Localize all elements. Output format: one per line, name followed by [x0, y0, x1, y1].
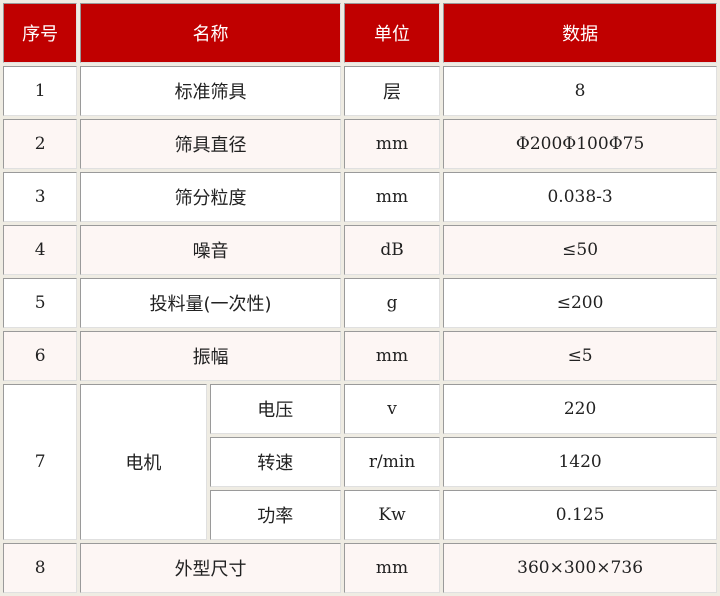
- cell-no: 7: [3, 384, 78, 540]
- table-row: 4 噪音 dB ≤50: [3, 225, 717, 275]
- cell-subname: 功率: [209, 490, 341, 540]
- cell-value: 0.038-3: [443, 172, 717, 222]
- header-name: 名称: [80, 3, 341, 63]
- table-row-motor: 7 电机 电压 v 220: [3, 384, 717, 540]
- table-row: 5 投料量(一次性) g ≤200: [3, 278, 717, 328]
- cell-unit: dB: [343, 225, 441, 275]
- cell-name: 振幅: [80, 331, 341, 381]
- table-row-motor: 转速 r/min 1420: [3, 437, 717, 487]
- cell-no: 2: [3, 119, 78, 169]
- cell-unit: mm: [343, 172, 441, 222]
- cell-name: 筛具直径: [80, 119, 341, 169]
- cell-unit: mm: [343, 119, 441, 169]
- cell-unit: mm: [343, 331, 441, 381]
- cell-value: Φ200Φ100Φ75: [443, 119, 717, 169]
- cell-subname: 转速: [209, 437, 341, 487]
- cell-value: 220: [443, 384, 717, 434]
- cell-value: ≤200: [443, 278, 717, 328]
- table-row: 3 筛分粒度 mm 0.038-3: [3, 172, 717, 222]
- table-row: 1 标准筛具 层 8: [3, 66, 717, 116]
- cell-name: 噪音: [80, 225, 341, 275]
- header-row: 序号 名称 单位 数据: [3, 3, 717, 63]
- header-unit: 单位: [343, 3, 441, 63]
- cell-no: 1: [3, 66, 78, 116]
- cell-no: 8: [3, 543, 78, 593]
- table-row-motor: 功率 Kw 0.125: [3, 490, 717, 540]
- cell-name: 电机: [80, 384, 207, 540]
- cell-value: 8: [443, 66, 717, 116]
- cell-name: 标准筛具: [80, 66, 341, 116]
- cell-no: 3: [3, 172, 78, 222]
- cell-unit: 层: [343, 66, 441, 116]
- cell-no: 5: [3, 278, 78, 328]
- cell-value: 0.125: [443, 490, 717, 540]
- table-row: 2 筛具直径 mm Φ200Φ100Φ75: [3, 119, 717, 169]
- cell-unit: v: [343, 384, 441, 434]
- cell-unit: Kw: [343, 490, 441, 540]
- cell-subname: 电压: [209, 384, 341, 434]
- table-row: 6 振幅 mm ≤5: [3, 331, 717, 381]
- cell-value: ≤50: [443, 225, 717, 275]
- cell-no: 4: [3, 225, 78, 275]
- table-row: 8 外型尺寸 mm 360×300×736: [3, 543, 717, 593]
- header-value: 数据: [443, 3, 717, 63]
- cell-unit: r/min: [343, 437, 441, 487]
- cell-value: 1420: [443, 437, 717, 487]
- cell-unit: g: [343, 278, 441, 328]
- cell-no: 6: [3, 331, 78, 381]
- cell-value: ≤5: [443, 331, 717, 381]
- cell-name: 外型尺寸: [80, 543, 341, 593]
- header-no: 序号: [3, 3, 78, 63]
- cell-name: 筛分粒度: [80, 172, 341, 222]
- cell-name: 投料量(一次性): [80, 278, 341, 328]
- cell-unit: mm: [343, 543, 441, 593]
- cell-value: 360×300×736: [443, 543, 717, 593]
